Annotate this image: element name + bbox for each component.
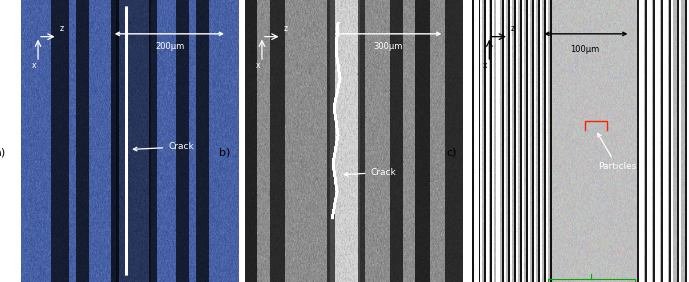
Text: x: x <box>483 61 487 70</box>
Text: c): c) <box>446 147 456 157</box>
Text: Particles: Particles <box>598 133 636 171</box>
Text: b): b) <box>218 147 230 157</box>
Text: Crack: Crack <box>344 168 396 177</box>
Text: 300μm: 300μm <box>373 42 402 51</box>
Text: Crack: Crack <box>134 142 194 151</box>
Text: x: x <box>256 61 260 70</box>
Text: 200μm: 200μm <box>156 42 185 51</box>
Text: z: z <box>60 24 64 33</box>
Text: 100μm: 100μm <box>570 45 599 54</box>
Text: z: z <box>511 24 515 33</box>
Text: x: x <box>32 61 36 70</box>
Text: a): a) <box>0 147 6 157</box>
Text: z: z <box>284 24 288 33</box>
